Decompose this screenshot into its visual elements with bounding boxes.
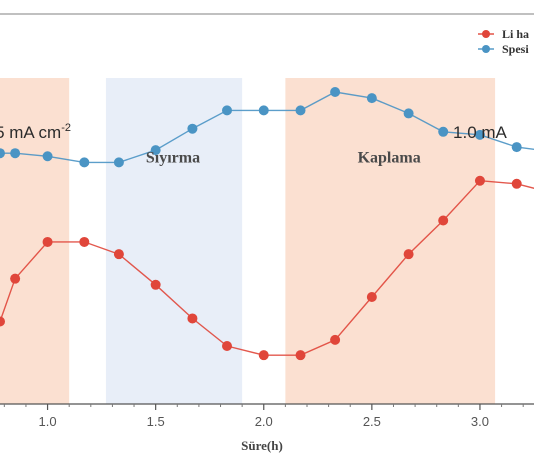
- data-point: [474, 175, 485, 186]
- data-point: [113, 249, 124, 260]
- data-point: [258, 105, 269, 116]
- annotation-4: Kaplama: [358, 149, 421, 166]
- data-point: [295, 350, 306, 361]
- x-tick-label: 1.5: [147, 414, 165, 429]
- annotation-2: 1.0 mA: [453, 123, 508, 142]
- annotation-superscript: -2: [61, 122, 71, 134]
- legend-label: Spesi: [502, 42, 529, 56]
- x-tick-label: 2.5: [363, 414, 381, 429]
- annotation-3: Sıyırma: [146, 149, 200, 166]
- data-point: [79, 157, 90, 168]
- data-point: [42, 236, 53, 247]
- x-tick-label: 1.0: [39, 414, 57, 429]
- annotation-text: 0.5 mA cm: [0, 123, 61, 142]
- shaded-region-2: [105, 78, 243, 404]
- data-point: [511, 142, 522, 153]
- data-point: [330, 87, 341, 97]
- data-point: [366, 292, 377, 303]
- legend-swatch-marker: [482, 30, 490, 38]
- data-point: [474, 129, 485, 140]
- annotation-text: Sıyırma: [146, 149, 200, 166]
- data-point: [10, 148, 21, 159]
- data-point: [42, 151, 53, 162]
- data-point: [113, 157, 124, 168]
- data-point: [150, 145, 161, 156]
- data-point: [258, 350, 269, 361]
- data-point: [150, 279, 161, 290]
- data-point: [403, 249, 414, 260]
- shaded-region-1: [0, 78, 70, 404]
- x-tick-label: 3.0: [471, 414, 489, 429]
- data-point: [187, 313, 198, 324]
- legend-swatch-marker: [482, 45, 490, 53]
- data-point: [10, 273, 21, 284]
- data-point: [295, 105, 306, 116]
- x-axis-label: Süre(h): [241, 438, 283, 453]
- plot-background: [0, 78, 496, 404]
- data-point: [438, 215, 449, 226]
- data-point: [511, 178, 522, 189]
- annotation-text: Kaplama: [358, 149, 421, 166]
- series-layer: [0, 87, 534, 361]
- data-point: [222, 105, 233, 116]
- axes: 1.0 1.5 2.0 2.5 3.0: [0, 13, 534, 429]
- data-point: [438, 126, 449, 137]
- annotation-text: 1.0 mA: [453, 123, 508, 142]
- data-point: [0, 148, 5, 159]
- data-point: [187, 123, 198, 134]
- data-point: [222, 340, 233, 351]
- legend-label: Li ha: [502, 27, 529, 41]
- x-tick-label: 2.0: [255, 414, 273, 429]
- data-point: [330, 334, 341, 345]
- shaded-region-3: [285, 78, 496, 404]
- data-point: [403, 108, 414, 119]
- data-point: [366, 93, 377, 104]
- annotation-layer: 0.5 mA cm-2 1.0 mA Sıyırma Kaplama: [0, 122, 508, 166]
- data-point: [0, 316, 5, 327]
- annotation-1: 0.5 mA cm-2: [0, 122, 71, 142]
- data-point: [79, 236, 90, 247]
